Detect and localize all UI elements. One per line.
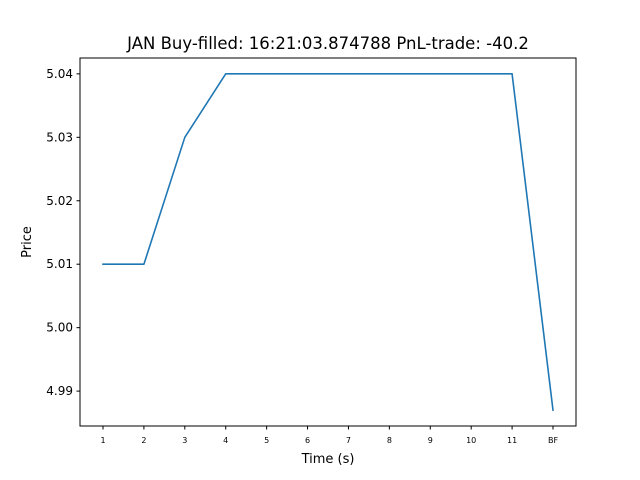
- chart-title: JAN Buy-filled: 16:21:03.874788 PnL-trad…: [126, 34, 529, 53]
- y-tick-label: 5.00: [46, 321, 73, 335]
- series-layer: [102, 73, 554, 412]
- y-tick-label: 5.02: [46, 194, 73, 208]
- y-axis: 4.99 5.00 5.01 5.02 5.03 5.04: [46, 67, 80, 398]
- x-tick-label: 11: [507, 436, 517, 445]
- y-tick-label: 4.99: [46, 384, 73, 398]
- y-tick-label: 5.03: [46, 130, 73, 144]
- x-tick-label: 8: [387, 436, 392, 445]
- y-axis-label: Price: [20, 226, 35, 258]
- x-tick-label: 4: [223, 436, 228, 445]
- x-tick-label: BF: [548, 436, 558, 445]
- x-tick-label: 2: [141, 436, 146, 445]
- y-tick-label: 5.04: [46, 67, 73, 81]
- x-tick-label: 6: [305, 436, 310, 445]
- x-tick-label: 7: [346, 436, 351, 445]
- x-tick-label: 1: [100, 436, 105, 445]
- x-tick-label: 9: [428, 436, 433, 445]
- plot-area: [79, 57, 577, 427]
- x-tick-label: 5: [264, 436, 269, 445]
- x-axis: 1 2 3 4 5 6 7 8 9 10 11 BF: [100, 426, 558, 445]
- x-tick-label: 10: [466, 436, 476, 445]
- x-tick-label: 3: [182, 436, 187, 445]
- x-axis-label: Time (s): [301, 452, 355, 467]
- price-line: [102, 73, 554, 412]
- y-tick-label: 5.01: [46, 257, 73, 271]
